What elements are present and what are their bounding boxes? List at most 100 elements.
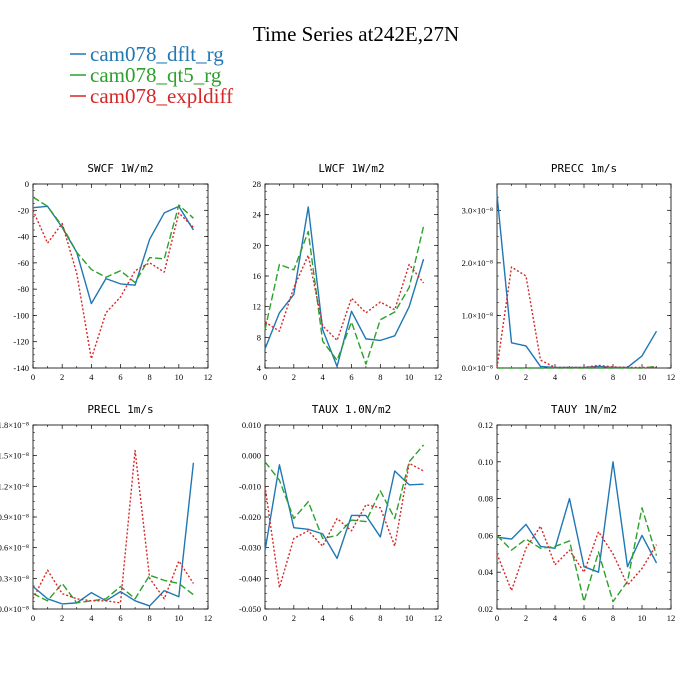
y-tick-label: 0.06 <box>478 530 493 540</box>
y-tick-label: 0.04 <box>478 567 494 577</box>
y-tick-label: -80 <box>18 284 29 294</box>
y-tick-label: 0.10 <box>478 457 493 467</box>
x-tick-label: 0 <box>495 613 499 623</box>
x-tick-label: 2 <box>524 613 528 623</box>
x-tick-label: 4 <box>553 613 558 623</box>
x-tick-label: 4 <box>553 372 558 382</box>
panel-title: SWCF 1W/m2 <box>87 162 153 175</box>
x-tick-label: 10 <box>405 372 414 382</box>
series-line-cam078_expldiff <box>264 254 425 342</box>
y-tick-label: -20 <box>18 205 29 215</box>
y-tick-label: 8 <box>257 332 261 342</box>
x-tick-label: 2 <box>60 372 64 382</box>
x-tick-label: 8 <box>611 613 615 623</box>
panel-precl: PRECL 1m/s 0 2 4 6 8 10 12 0.0×10⁻⁸ 0.3×10⁻⁸ 0.6×1… <box>0 403 212 623</box>
panel-taux: TAUX 1.0N/m2 0 2 4 6 8 10 12 0.010 0.000 -0.010 -0.… <box>239 403 442 623</box>
panel-title: PRECL 1m/s <box>87 403 153 416</box>
x-tick-label: 8 <box>611 372 615 382</box>
legend-item: cam078_qt5_rg <box>70 63 222 87</box>
x-tick-label: 10 <box>638 613 647 623</box>
y-tick-label: 0.12 <box>478 420 493 430</box>
y-tick-label: 20 <box>253 240 262 250</box>
y-tick-label: 2.0×10⁻⁸ <box>462 258 493 268</box>
y-tick-label: 1.2×10⁻⁸ <box>0 481 29 491</box>
x-tick-label: 4 <box>321 613 326 623</box>
panel-swcf: SWCF 1W/m2 0 2 4 6 8 10 12 0 -20 -40 -60 -80 -100 -120… <box>13 162 212 382</box>
x-tick-label: 0 <box>31 613 35 623</box>
y-tick-label: 0.08 <box>478 494 493 504</box>
y-tick-label: 1.0×10⁻⁸ <box>462 310 493 320</box>
y-tick-label: -0.020 <box>239 512 261 522</box>
x-tick-label: 10 <box>405 613 414 623</box>
x-tick-label: 10 <box>175 613 184 623</box>
x-tick-label: 0 <box>263 613 267 623</box>
x-tick-label: 8 <box>148 613 152 623</box>
panel-title: LWCF 1W/m2 <box>318 162 384 175</box>
x-tick-label: 6 <box>118 372 122 382</box>
x-tick-label: 4 <box>89 372 94 382</box>
x-tick-label: 8 <box>378 613 382 623</box>
y-tick-label: 0.02 <box>478 604 493 614</box>
x-tick-label: 12 <box>667 372 676 382</box>
series-line-cam078_qt5_rg <box>264 444 425 540</box>
series-line-cam078_expldiff <box>32 449 195 604</box>
y-tick-label: 0.6×10⁻⁸ <box>0 543 29 553</box>
y-tick-label: -0.040 <box>239 573 261 583</box>
series-line-cam078_expldiff <box>496 266 657 369</box>
legend-item: cam078_expldiff <box>70 84 233 108</box>
y-tick-label: 0.000 <box>242 451 261 461</box>
x-tick-label: 0 <box>263 372 267 382</box>
x-tick-label: 0 <box>495 372 499 382</box>
legend-item: cam078_dflt_rg <box>70 42 224 66</box>
x-tick-label: 2 <box>292 372 296 382</box>
x-tick-label: 2 <box>292 613 296 623</box>
series-line-cam078_expldiff <box>496 525 658 592</box>
x-tick-label: 12 <box>204 613 213 623</box>
y-tick-label: 0.0×10⁻⁸ <box>462 363 493 373</box>
y-tick-label: -60 <box>18 258 29 268</box>
x-tick-label: 0 <box>31 372 35 382</box>
y-tick-label: 0.0×10⁻⁸ <box>0 604 29 614</box>
x-tick-label: 4 <box>321 372 326 382</box>
series-line-cam078_qt5_rg <box>496 507 658 603</box>
y-tick-label: 28 <box>253 179 262 189</box>
panels: SWCF 1W/m2 0 2 4 6 8 10 12 0 -20 -40 -60 -80 -100 -120… <box>0 162 675 623</box>
panel-title: TAUY 1N/m2 <box>551 403 617 416</box>
y-tick-label: 3.0×10⁻⁸ <box>462 205 493 215</box>
x-tick-label: 2 <box>60 613 64 623</box>
y-tick-label: -120 <box>13 337 29 347</box>
y-tick-label: 1.8×10⁻⁸ <box>0 420 29 430</box>
y-tick-label: -0.030 <box>239 543 261 553</box>
legend-label: cam078_qt5_rg <box>90 63 222 87</box>
y-tick-label: 16 <box>253 271 262 281</box>
y-tick-label: -100 <box>13 310 29 320</box>
series-line-cam078_dflt_rg <box>264 206 425 368</box>
x-tick-label: 6 <box>582 613 586 623</box>
x-tick-label: 6 <box>582 372 586 382</box>
legend: cam078_dflt_rg cam078_qt5_rg cam078_expl… <box>70 42 233 108</box>
figure-title: Time Series at242E,27N <box>253 22 459 46</box>
y-tick-label: -40 <box>18 232 29 242</box>
series-line-cam078_expldiff <box>264 462 424 589</box>
y-tick-label: 0 <box>25 179 29 189</box>
series-line-cam078_qt5_rg <box>264 226 425 365</box>
x-tick-label: 12 <box>434 613 443 623</box>
series-line-cam078_dflt_rg <box>496 461 658 573</box>
y-tick-label: 4 <box>257 363 262 373</box>
x-tick-label: 2 <box>524 372 528 382</box>
x-tick-label: 12 <box>204 372 213 382</box>
x-tick-label: 10 <box>638 372 647 382</box>
panel-precc: PRECC 1m/s 0 2 4 6 8 10 12 0.0×10⁻⁸ 1.0×10⁻⁸ 2.0×1… <box>462 162 676 382</box>
series-line-cam078_dflt_rg <box>264 464 424 560</box>
x-tick-label: 6 <box>349 372 353 382</box>
panel-tauy: TAUY 1N/m2 0 2 4 6 8 10 12 0.02 0.04 0.06 0.08 0.10 0… <box>478 403 675 623</box>
x-tick-label: 6 <box>118 613 122 623</box>
legend-label: cam078_expldiff <box>90 84 233 108</box>
x-tick-label: 6 <box>349 613 353 623</box>
x-tick-label: 8 <box>148 372 152 382</box>
series-line-cam078_dflt_rg <box>32 205 195 305</box>
y-tick-label: 0.010 <box>242 420 261 430</box>
